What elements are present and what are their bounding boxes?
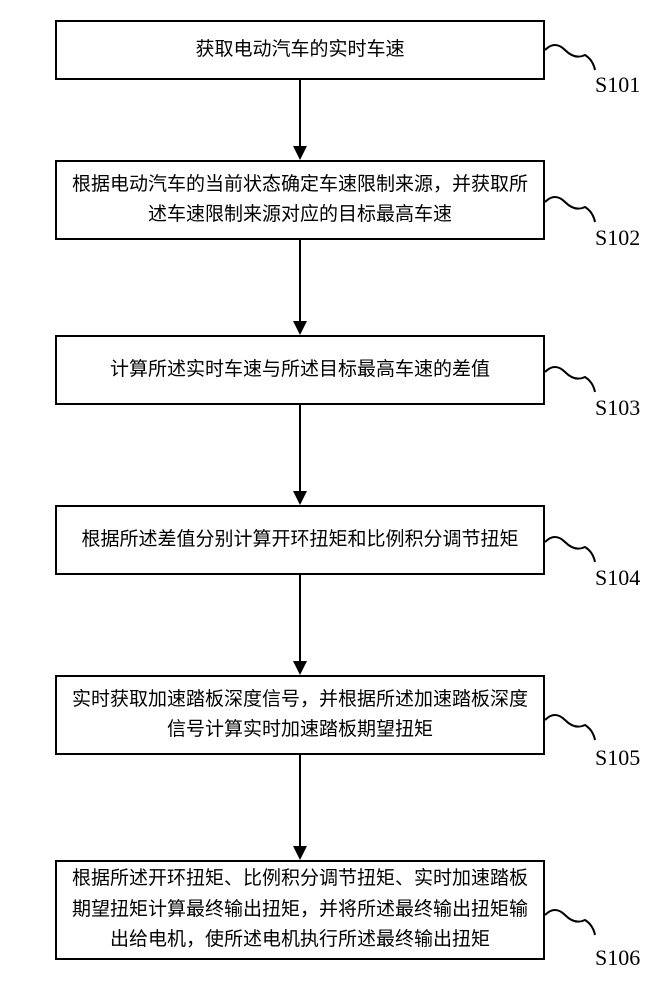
arrow-4	[299, 575, 301, 661]
squiggle-s104	[545, 532, 600, 572]
step-box-s101: 获取电动汽车的实时车速	[55, 20, 545, 80]
step-text: 实时获取加速踏板深度信号，并根据所述加速踏板深度信号计算实时加速踏板期望扭矩	[69, 685, 531, 746]
arrow-head-1	[293, 146, 307, 160]
step-label-s104: S104	[595, 565, 640, 591]
arrow-head-4	[293, 661, 307, 675]
step-label-s101: S101	[595, 72, 640, 98]
step-text: 根据电动汽车的当前状态确定车速限制来源，并获取所述车速限制来源对应的目标最高车速	[69, 170, 531, 231]
step-box-s104: 根据所述差值分别计算开环扭矩和比例积分调节扭矩	[55, 505, 545, 575]
squiggle-s105	[545, 710, 600, 750]
arrow-5	[299, 755, 301, 846]
arrow-3	[299, 405, 301, 491]
arrow-1	[299, 80, 301, 146]
arrow-head-5	[293, 846, 307, 860]
step-box-s103: 计算所述实时车速与所述目标最高车速的差值	[55, 335, 545, 405]
squiggle-s102	[545, 192, 600, 232]
step-text: 获取电动汽车的实时车速	[195, 35, 404, 65]
step-text: 根据所述开环扭矩、比例积分调节扭矩、实时加速踏板期望扭矩计算最终输出扭矩，并将所…	[69, 864, 531, 955]
step-label-s105: S105	[595, 745, 640, 771]
step-label-s103: S103	[595, 395, 640, 421]
step-text: 根据所述差值分别计算开环扭矩和比例积分调节扭矩	[81, 525, 518, 555]
step-label-s102: S102	[595, 225, 640, 251]
step-box-s106: 根据所述开环扭矩、比例积分调节扭矩、实时加速踏板期望扭矩计算最终输出扭矩，并将所…	[55, 860, 545, 960]
step-box-s105: 实时获取加速踏板深度信号，并根据所述加速踏板深度信号计算实时加速踏板期望扭矩	[55, 675, 545, 755]
arrow-head-2	[293, 321, 307, 335]
squiggle-s101	[545, 40, 600, 80]
step-box-s102: 根据电动汽车的当前状态确定车速限制来源，并获取所述车速限制来源对应的目标最高车速	[55, 160, 545, 240]
squiggle-s103	[545, 362, 600, 402]
arrow-head-3	[293, 491, 307, 505]
step-label-s106: S106	[595, 945, 640, 971]
step-text: 计算所述实时车速与所述目标最高车速的差值	[110, 355, 490, 385]
squiggle-s106	[545, 905, 600, 945]
arrow-2	[299, 240, 301, 321]
flowchart-canvas: 获取电动汽车的实时车速 S101 根据电动汽车的当前状态确定车速限制来源，并获取…	[0, 0, 654, 1000]
